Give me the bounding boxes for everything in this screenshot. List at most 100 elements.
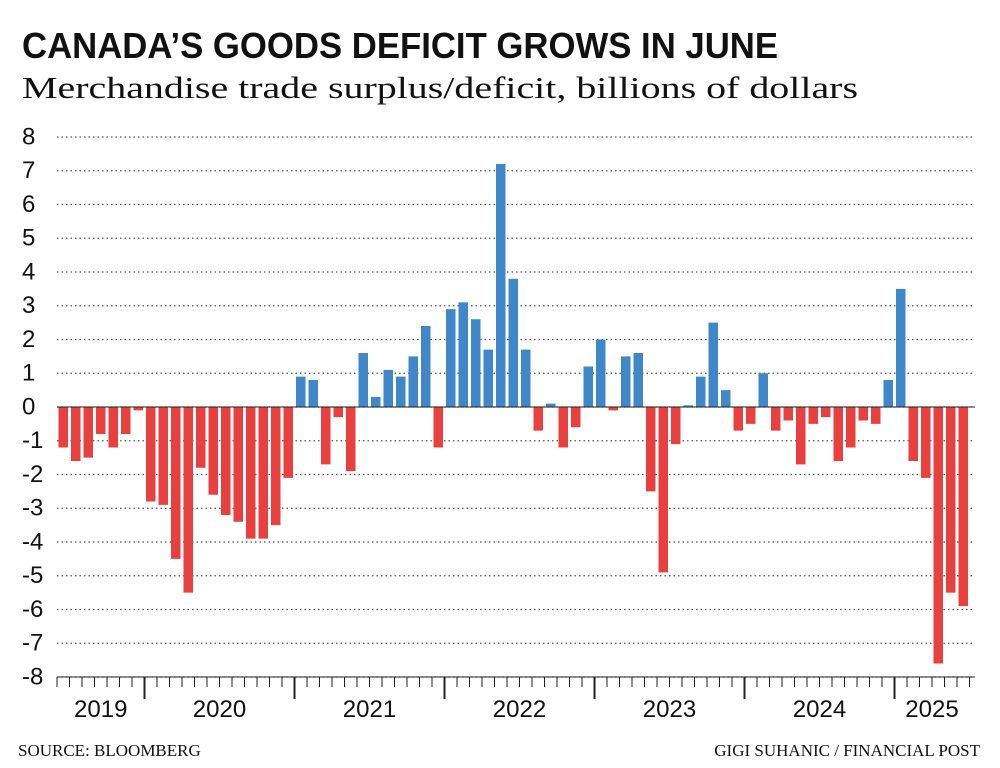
bar <box>146 407 156 502</box>
bar <box>358 353 368 407</box>
bar <box>921 407 931 478</box>
bar <box>683 405 693 407</box>
bar <box>158 407 168 505</box>
bar <box>58 407 68 448</box>
bar <box>621 356 631 407</box>
bar <box>433 407 443 448</box>
bar <box>746 407 756 424</box>
bar <box>121 407 131 434</box>
bar <box>271 407 281 526</box>
bar <box>396 376 406 407</box>
bar <box>721 390 731 407</box>
bar <box>296 376 306 407</box>
bar <box>808 407 818 424</box>
y-tick-label: 8 <box>22 123 35 150</box>
bar <box>483 349 493 407</box>
bar <box>521 349 531 407</box>
bar <box>671 407 681 445</box>
bar <box>83 407 93 458</box>
bar <box>496 164 506 407</box>
bar <box>708 322 718 407</box>
bar <box>446 309 456 407</box>
bar <box>771 407 781 431</box>
bar <box>733 407 743 431</box>
y-tick-label: -2 <box>22 461 43 488</box>
bar <box>96 407 106 434</box>
y-tick-label: 1 <box>22 360 35 387</box>
bar <box>783 407 793 421</box>
y-tick-label: -6 <box>22 596 43 623</box>
bar <box>858 407 868 421</box>
bar <box>71 407 81 461</box>
chart-title: CANADA’S GOODS DEFICIT GROWS IN JUNE <box>22 25 778 66</box>
bar <box>133 407 143 411</box>
bar <box>171 407 181 559</box>
bar <box>571 407 581 428</box>
bar <box>196 407 206 468</box>
bar <box>471 319 481 407</box>
bar <box>896 288 906 407</box>
y-tick-label: 4 <box>22 258 35 285</box>
bar <box>883 380 893 407</box>
x-tick-label: 2023 <box>643 696 696 723</box>
bar <box>258 407 268 539</box>
bar <box>658 407 668 573</box>
x-tick-label: 2025 <box>905 696 958 723</box>
bar <box>558 407 568 448</box>
bar <box>333 407 343 418</box>
bar <box>946 407 956 593</box>
credit: GIGI SUHANIC / FINANCIAL POST <box>714 741 980 760</box>
bar <box>696 376 706 407</box>
bar <box>408 356 418 407</box>
bar <box>846 407 856 448</box>
bar <box>183 407 193 593</box>
bar <box>871 407 881 424</box>
bar <box>321 407 331 465</box>
bar <box>371 396 381 407</box>
bar <box>208 407 218 495</box>
bar <box>758 373 768 407</box>
y-tick-label: 2 <box>22 326 35 353</box>
y-tick-label: -4 <box>22 528 43 555</box>
bar <box>233 407 243 522</box>
bar <box>246 407 256 539</box>
x-tick-label: 2024 <box>793 696 846 723</box>
y-tick-label: 0 <box>22 393 35 420</box>
bar <box>346 407 356 472</box>
bar <box>458 302 468 407</box>
y-tick-label: 7 <box>22 157 35 184</box>
bar <box>546 403 556 407</box>
y-tick-label: 6 <box>22 191 35 218</box>
bar <box>833 407 843 461</box>
bar <box>383 369 393 407</box>
y-tick-label: 3 <box>22 292 35 319</box>
y-tick-label: -8 <box>22 663 43 690</box>
bar <box>508 278 518 407</box>
bar <box>221 407 231 515</box>
bar <box>958 407 968 607</box>
bar <box>633 353 643 407</box>
bar <box>583 366 593 407</box>
bar <box>933 407 943 664</box>
y-tick-label: -3 <box>22 495 43 522</box>
x-tick-label: 2022 <box>493 696 546 723</box>
y-tick-label: -5 <box>22 562 43 589</box>
y-tick-label: -1 <box>22 427 43 454</box>
y-tick-label: -7 <box>22 630 43 657</box>
bar <box>646 407 656 492</box>
chart-subtitle: Merchandise trade surplus/deficit, billi… <box>22 70 858 105</box>
bar <box>821 407 831 418</box>
bar <box>421 326 431 407</box>
source: SOURCE: BLOOMBERG <box>18 741 201 760</box>
x-tick-label: 2019 <box>74 696 127 723</box>
bar <box>283 407 293 478</box>
bar <box>308 380 318 407</box>
bar <box>533 407 543 431</box>
bar <box>608 407 618 411</box>
bar <box>108 407 118 448</box>
y-tick-label: 5 <box>22 225 35 252</box>
x-tick-label: 2021 <box>343 696 396 723</box>
x-tick-label: 2020 <box>193 696 246 723</box>
bar <box>596 339 606 407</box>
